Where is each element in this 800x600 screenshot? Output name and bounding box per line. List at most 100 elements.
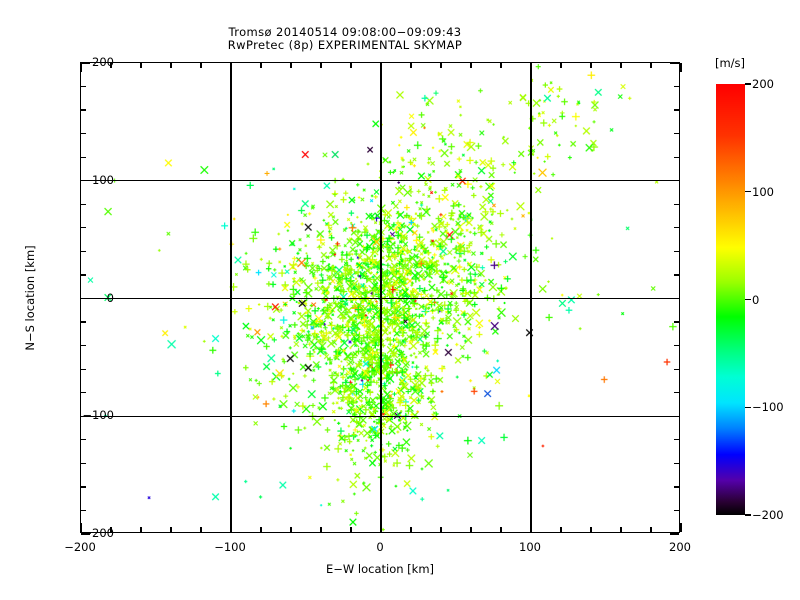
y-tick-minor	[674, 133, 679, 135]
x-tick-minor	[140, 527, 142, 532]
y-tick-major	[81, 62, 90, 64]
y-tick-minor	[674, 439, 679, 441]
y-tick-minor	[674, 250, 679, 253]
y-tick-minor	[674, 368, 679, 370]
colorbar-tick	[745, 191, 751, 193]
y-tick-minor	[674, 156, 679, 158]
x-tick-minor	[320, 527, 322, 532]
colorbar[interactable]	[716, 84, 745, 515]
x-tick-minor	[170, 527, 172, 532]
x-tick-minor	[650, 63, 652, 68]
y-tick-minor	[674, 486, 679, 488]
y-tick-major	[81, 415, 90, 417]
colorbar-tick-label: 100	[752, 184, 774, 199]
x-tick-minor	[440, 527, 442, 532]
y-tick-minor	[674, 321, 679, 323]
colorbar-tick-label: −200	[752, 508, 784, 522]
x-tick-minor	[620, 527, 622, 532]
y-tick-minor	[674, 227, 679, 229]
y-tick-major	[670, 415, 679, 417]
x-tick-minor	[650, 527, 652, 532]
y-tick-minor	[81, 368, 86, 370]
x-tick-minor	[470, 527, 472, 532]
y-tick-minor	[81, 321, 86, 323]
x-tick-minor	[470, 63, 472, 68]
y-tick-label: 200	[92, 55, 114, 69]
x-tick-minor	[170, 63, 172, 68]
figure-title: Tromsø 20140514 09:08:00−09:09:43 RwPret…	[0, 26, 690, 52]
y-tick-label: −200	[82, 526, 114, 540]
x-tick-minor	[350, 63, 352, 68]
x-tick-minor	[110, 63, 112, 68]
x-tick-major	[80, 523, 82, 532]
colorbar-tick-label: −100	[752, 400, 784, 415]
x-tick-major	[80, 63, 82, 72]
y-tick-minor	[81, 274, 86, 276]
title-line-2: RwPretec (8p) EXPERIMENTAL SKYMAP	[227, 38, 463, 52]
y-tick-minor	[674, 203, 679, 205]
y-axis-title: N−S location [km]	[23, 245, 37, 351]
y-tick-minor	[81, 156, 86, 158]
x-tick-label: 200	[669, 540, 691, 554]
x-tick-major	[680, 523, 682, 532]
x-tick-label: −100	[214, 540, 246, 554]
gridline-vertical	[380, 63, 382, 532]
y-tick-minor	[674, 344, 679, 347]
y-tick-minor	[674, 392, 679, 394]
colorbar-tick	[745, 406, 751, 408]
y-tick-minor	[674, 462, 679, 464]
y-tick-minor	[674, 85, 679, 88]
scatter-points-canvas	[81, 63, 679, 532]
y-tick-minor	[81, 486, 86, 488]
x-tick-major	[530, 63, 532, 72]
x-tick-minor	[350, 527, 352, 532]
y-tick-minor	[81, 344, 86, 347]
y-tick-minor	[81, 250, 86, 253]
x-tick-minor	[260, 527, 262, 532]
gridline-vertical	[530, 63, 532, 532]
y-tick-minor	[81, 85, 86, 88]
y-tick-major	[81, 533, 90, 535]
x-tick-minor	[320, 63, 322, 68]
title-line-1: Tromsø 20140514 09:08:00−09:09:43	[228, 25, 462, 39]
x-tick-label: 100	[519, 540, 541, 554]
y-tick-label: 100	[92, 172, 114, 187]
x-tick-minor	[290, 63, 292, 68]
colorbar-tick	[745, 83, 751, 85]
y-tick-minor	[674, 509, 679, 512]
x-tick-minor	[260, 63, 262, 68]
x-tick-minor	[590, 63, 592, 68]
y-tick-minor	[81, 392, 86, 394]
x-tick-minor	[140, 63, 142, 68]
x-tick-minor	[560, 527, 562, 532]
y-tick-minor	[81, 133, 86, 135]
gridline-horizontal	[81, 180, 679, 182]
scatter-plot-area[interactable]	[80, 62, 682, 535]
x-tick-major	[230, 63, 232, 72]
y-tick-major	[670, 297, 679, 300]
x-tick-minor	[590, 527, 592, 532]
x-tick-major	[680, 63, 682, 72]
y-tick-label: 0	[106, 290, 114, 305]
y-tick-minor	[81, 227, 86, 229]
x-tick-minor	[290, 527, 292, 532]
colorbar-unit-label: [m/s]	[714, 56, 746, 70]
x-tick-major	[230, 523, 232, 532]
x-tick-major	[380, 63, 382, 72]
x-tick-minor	[440, 63, 442, 68]
y-tick-major	[670, 180, 679, 182]
gridline-horizontal	[81, 415, 679, 417]
x-tick-minor	[200, 63, 202, 68]
y-tick-minor	[81, 462, 86, 464]
y-tick-label: −100	[82, 408, 114, 423]
gridline-vertical	[230, 63, 232, 532]
y-tick-major	[81, 180, 90, 182]
x-tick-minor	[500, 63, 502, 68]
colorbar-tick	[745, 298, 751, 301]
y-tick-minor	[81, 439, 86, 441]
colorbar-tick	[745, 514, 751, 516]
colorbar-tick-label: 0	[752, 292, 760, 307]
y-tick-major	[670, 533, 679, 535]
x-axis-title: E−W location [km]	[325, 562, 435, 576]
